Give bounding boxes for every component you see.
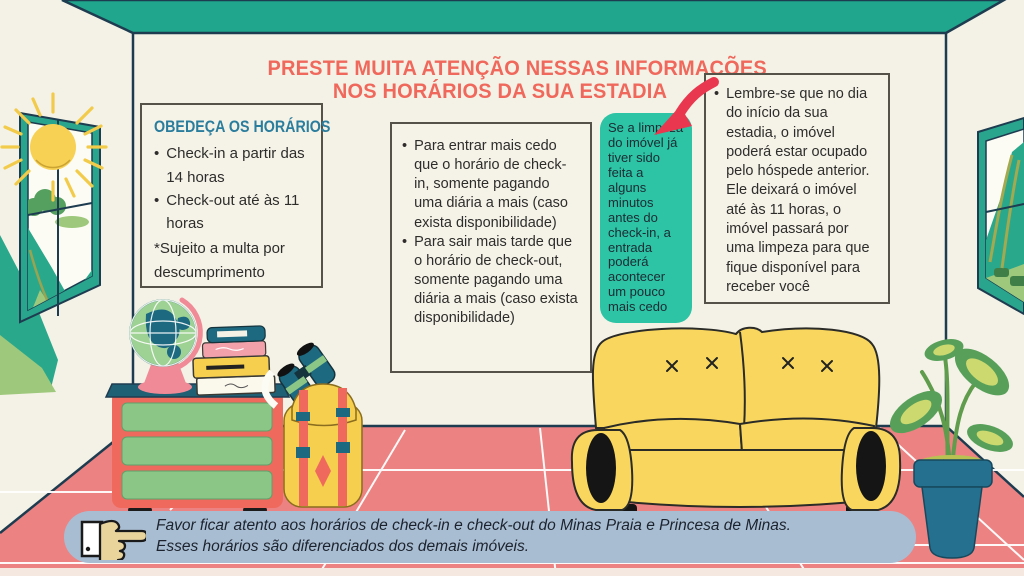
page-title: PRESTE MUITA ATENÇÃO NESSAS INFORMAÇÕES …	[250, 56, 767, 103]
tufting-x	[666, 357, 833, 372]
early-entry-fee-item: Para entrar mais cedo que o horário de c…	[414, 138, 568, 231]
schedule-rules-box: OBEDEÇA OS HORÁRIOS • Check-in a partir …	[140, 103, 330, 288]
right-window	[977, 116, 1024, 316]
title-line-1: PRESTE MUITA ATENÇÃO NESSAS INFORMAÇÕES	[267, 56, 767, 80]
dresser	[104, 379, 291, 516]
schedule-item-checkin: Check-in a partir das 14 horas	[166, 145, 305, 186]
plant-icon	[889, 339, 1013, 559]
early-entry-note: Se a limpeza do imóvel já tiver sido fei…	[600, 113, 692, 324]
pointing-hand-icon	[80, 519, 146, 560]
list-item: • Para sair mais tarde que o horário de …	[402, 233, 580, 329]
footer-banner: Favor ficar atento aos horários de check…	[64, 511, 916, 563]
globe-icon	[129, 297, 203, 394]
schedule-box-heading: OBEDEÇA OS HORÁRIOS	[154, 117, 331, 136]
bullet: •	[714, 86, 720, 102]
bullet: •	[154, 145, 160, 163]
left-window	[0, 92, 108, 395]
footer-line-2: Esses horários são diferenciados dos dem…	[156, 538, 530, 555]
bullet: •	[402, 233, 408, 250]
ceiling	[61, 0, 1007, 35]
schedule-item-checkout: Check-out até às 11 horas	[166, 191, 300, 233]
extra-fee-rules-box: • Para entrar mais cedo que o horário de…	[390, 122, 592, 373]
books-icon	[192, 325, 276, 396]
footer-banner-text: Favor ficar atento aos horários de check…	[156, 516, 791, 558]
curved-arrow-icon	[654, 77, 719, 135]
sofa-icon	[570, 326, 902, 518]
previous-guest-reminder-box: • Lembre-se que no dia do início da sua …	[704, 73, 890, 304]
sun-icon	[0, 92, 108, 202]
backpack-icon	[283, 383, 363, 508]
footer-line-1: Favor ficar atento aos horários de check…	[156, 517, 791, 535]
list-item: • Check-in a partir das 14 horas	[154, 142, 309, 189]
bullet: •	[402, 138, 408, 154]
list-item: • Check-out até às 11 horas	[154, 189, 309, 236]
late-exit-fee-item: Para sair mais tarde que o horário de ch…	[414, 233, 578, 327]
list-item: • Lembre-se que no dia do início da sua …	[714, 85, 880, 297]
list-item: • Para entrar mais cedo que o horário de…	[402, 137, 580, 233]
early-entry-note-text: Se a limpeza do imóvel já tiver sido fei…	[608, 120, 684, 315]
penalty-footnote: *Sujeito a multa por descumprimento	[154, 240, 285, 281]
bullet: •	[154, 191, 160, 209]
reminder-item: Lembre-se que no dia do início da sua es…	[726, 86, 870, 295]
title-line-2: NOS HORÁRIOS DA SUA ESTADIA	[332, 79, 668, 103]
